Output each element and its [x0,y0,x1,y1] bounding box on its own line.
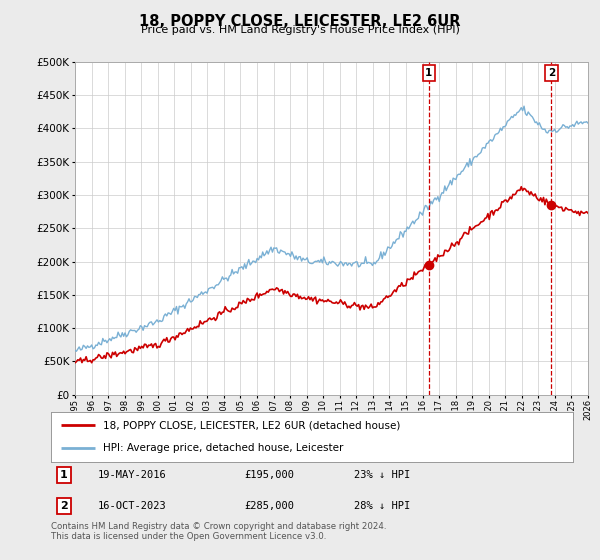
Text: 2: 2 [548,68,555,78]
Text: 2: 2 [60,501,68,511]
Text: 16-OCT-2023: 16-OCT-2023 [98,501,167,511]
Text: £285,000: £285,000 [244,501,294,511]
Text: 1: 1 [60,470,68,480]
Text: Price paid vs. HM Land Registry's House Price Index (HPI): Price paid vs. HM Land Registry's House … [140,25,460,35]
Text: HPI: Average price, detached house, Leicester: HPI: Average price, detached house, Leic… [103,444,344,454]
Text: 28% ↓ HPI: 28% ↓ HPI [354,501,410,511]
Text: 23% ↓ HPI: 23% ↓ HPI [354,470,410,480]
Text: Contains HM Land Registry data © Crown copyright and database right 2024.
This d: Contains HM Land Registry data © Crown c… [51,522,386,542]
Text: 1: 1 [425,68,433,78]
Text: 18, POPPY CLOSE, LEICESTER, LE2 6UR (detached house): 18, POPPY CLOSE, LEICESTER, LE2 6UR (det… [103,420,401,430]
Text: 19-MAY-2016: 19-MAY-2016 [98,470,167,480]
Text: 18, POPPY CLOSE, LEICESTER, LE2 6UR: 18, POPPY CLOSE, LEICESTER, LE2 6UR [139,14,461,29]
Text: £195,000: £195,000 [244,470,294,480]
